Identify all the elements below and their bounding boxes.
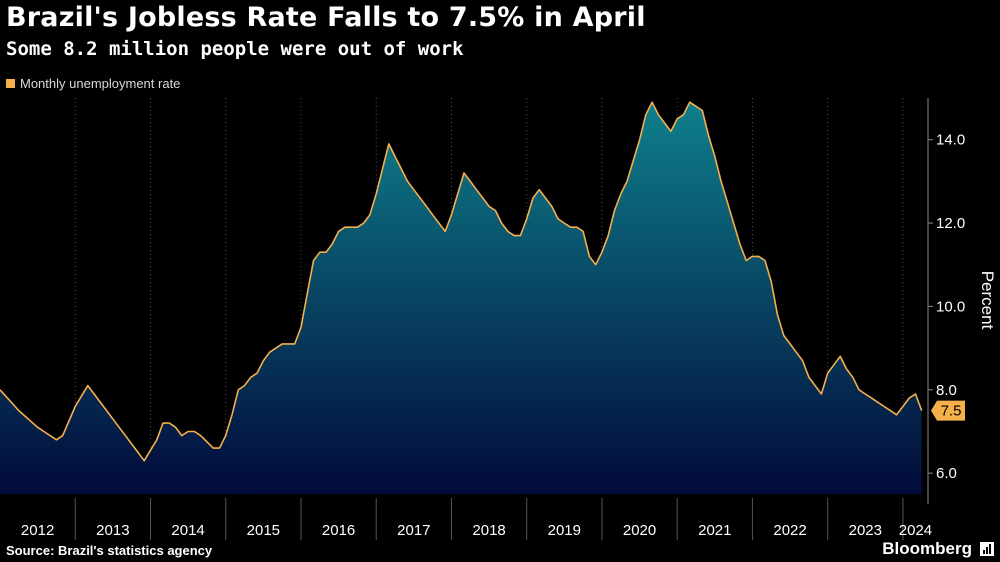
- y-tick-label: 10.0: [936, 298, 965, 315]
- y-tick-label: 8.0: [936, 382, 957, 399]
- y-tick-label: 14.0: [936, 132, 965, 149]
- x-tick-label: 2016: [322, 522, 355, 539]
- legend-label: Monthly unemployment rate: [20, 76, 181, 91]
- source-note: Source: Brazil's statistics agency: [6, 543, 213, 558]
- y-ticks: 6.0 8.0 10.0 12.0 14.0: [928, 132, 965, 482]
- x-tick-label: 2020: [623, 522, 656, 539]
- brand-logo: Bloomberg: [882, 539, 972, 558]
- area-fill: [0, 102, 922, 494]
- y-tick-label: 12.0: [936, 215, 965, 232]
- x-tick-label: 2017: [397, 522, 430, 539]
- bloomberg-icon: [980, 542, 994, 556]
- y-tick-label: 6.0: [936, 465, 957, 482]
- x-tick-label: 2022: [773, 522, 806, 539]
- x-tick-label: 2024: [899, 522, 932, 539]
- chart-subtitle: Some 8.2 million people were out of work: [6, 38, 464, 60]
- x-tick-label: 2021: [698, 522, 731, 539]
- legend-swatch: [6, 79, 15, 88]
- x-tick-label: 2019: [548, 522, 581, 539]
- chart-title: Brazil's Jobless Rate Falls to 7.5% in A…: [6, 2, 646, 33]
- x-tick-label: 2018: [472, 522, 505, 539]
- legend: Monthly unemployment rate: [6, 76, 180, 91]
- x-tick-label: 2014: [171, 522, 204, 539]
- last-value-label: 7.5: [941, 403, 962, 420]
- last-value-marker: 7.5: [931, 400, 965, 421]
- last-value-badge: [931, 400, 965, 421]
- x-tick-label: 2013: [96, 522, 129, 539]
- y-axis-label: Percent: [978, 271, 997, 330]
- x-tick-label: 2015: [247, 522, 280, 539]
- x-tick-label: 2023: [849, 522, 882, 539]
- x-ticks: 2012 2013 2014 2015 2016 2017 2018 2019 2020 2021…: [21, 498, 932, 540]
- series-line: [0, 101, 923, 462]
- x-tick-label: 2012: [21, 522, 54, 539]
